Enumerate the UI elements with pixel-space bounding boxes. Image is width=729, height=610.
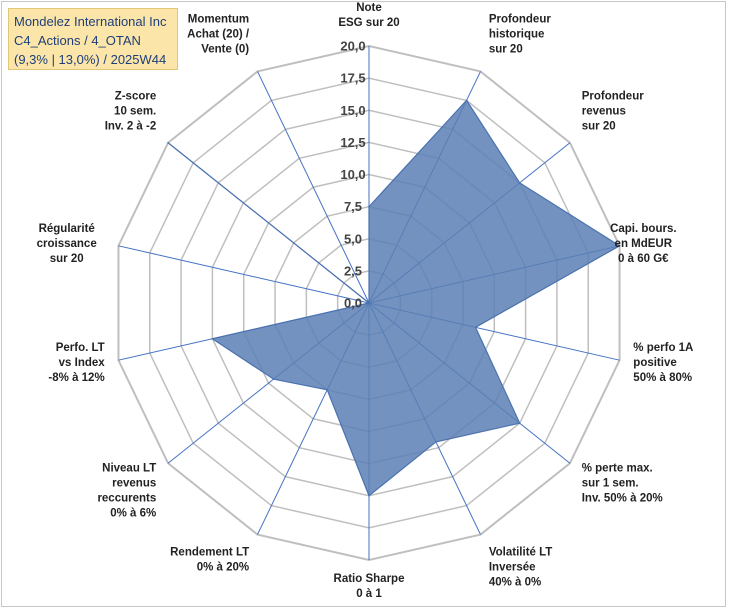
series-point-7: [368, 494, 370, 497]
axis-label-12: Z-score 10 sem. Inv. 2 à -2: [105, 91, 157, 133]
axis-label-1-line-0: Profondeur: [489, 13, 551, 25]
series-point-5: [518, 422, 521, 424]
axis-label-5: % perte max. sur 1 sem. Inv. 50% à 20%: [582, 462, 663, 504]
axis-label-4-line-1: positive: [633, 357, 676, 369]
axis-labels: Note ESG sur 20 Profondeur historique sur 20…: [37, 2, 694, 600]
axis-label-12-line-0: Z-score: [115, 91, 157, 103]
series-point-1: [465, 99, 468, 102]
axis-label-11: Régularité croissance sur 20: [37, 223, 97, 265]
axis-label-4-line-0: % perfo 1A: [633, 342, 693, 354]
axis-label-10-line-0: Perfo. LT: [56, 342, 105, 354]
axis-label-2: Profondeur revenus sur 20: [582, 91, 644, 133]
axis-label-3-line-0: Capi. bours.: [610, 223, 676, 235]
axis-label-8: Rendement LT 0% à 20%: [170, 547, 249, 574]
tick-label-8: 20,0: [340, 39, 365, 54]
axis-label-1-line-2: sur 20: [489, 43, 523, 55]
axis-label-9-line-0: Niveau LT: [102, 462, 156, 474]
tick-label-7: 17,5: [340, 71, 365, 86]
title-box: Mondelez International Inc C4_Actions / …: [8, 8, 178, 70]
axis-label-5-line-2: Inv. 50% à 20%: [582, 492, 663, 504]
axis-label-5-line-0: % perte max.: [582, 462, 653, 474]
axis-label-11-line-2: sur 20: [50, 253, 84, 265]
axis-label-10: Perfo. LT vs Index -8% à 12%: [48, 342, 105, 384]
axis-label-10-line-2: -8% à 12%: [48, 372, 104, 384]
title-line-stats: (9,3% | 13,0%) / 2025W44: [14, 52, 167, 67]
series-point-3: [618, 245, 621, 247]
axis-label-12-line-2: Inv. 2 à -2: [105, 121, 157, 133]
title-line-company: Mondelez International Inc: [14, 14, 167, 29]
axis-label-7-line-0: Ratio Sharpe: [334, 573, 405, 585]
axis-label-3: Capi. bours. en MdEUR 0 à 60 G€: [610, 223, 676, 265]
axis-label-0-line-0: Note: [356, 2, 382, 14]
axis-label-2-line-2: sur 20: [582, 121, 616, 133]
axis-label-10-line-1: vs Index: [59, 357, 106, 369]
axis-label-3-line-2: 0 à 60 G€: [618, 253, 669, 265]
series-point-10: [211, 337, 214, 340]
radar-series: [167, 99, 621, 497]
axis-label-12-line-1: 10 sem.: [114, 106, 156, 118]
axis-label-9: Niveau LT revenus reccurents 0% à 6%: [97, 462, 156, 519]
series-point-12: [167, 141, 169, 144]
axis-label-13-line-1: Achat (20) /: [187, 28, 250, 40]
tick-label-0: 0,0: [344, 296, 362, 311]
title-line-category: C4_Actions / 4_OTAN: [14, 33, 141, 48]
axis-label-0: Note ESG sur 20: [338, 2, 399, 29]
axis-label-2-line-1: revenus: [582, 106, 626, 118]
axis-label-6-line-0: Volatilité LT: [489, 547, 552, 559]
tick-label-5: 12,5: [340, 135, 365, 150]
axis-label-13: Momentum Achat (20) / Vente (0): [187, 13, 250, 55]
axis-label-13-line-2: Vente (0): [201, 43, 249, 55]
axis-label-0-line-1: ESG sur 20: [338, 17, 399, 29]
axis-label-9-line-2: reccurents: [97, 492, 156, 504]
axis-label-7: Ratio Sharpe 0 à 1: [334, 573, 405, 600]
axis-label-6: Volatilité LT Inversée 40% à 0%: [489, 547, 552, 589]
axis-label-8-line-0: Rendement LT: [170, 547, 249, 559]
series-point-13: [368, 302, 370, 304]
tick-label-2: 5,0: [344, 231, 362, 246]
tick-label-6: 15,0: [340, 103, 365, 118]
series-point-4: [474, 326, 477, 329]
series-point-9: [272, 378, 275, 380]
tick-label-1: 2,5: [344, 263, 362, 278]
tick-label-4: 10,0: [340, 167, 365, 182]
axis-label-13-line-0: Momentum: [188, 13, 249, 25]
axis-label-4: % perfo 1A positive 50% à 80%: [633, 342, 693, 384]
axis-label-6-line-2: 40% à 0%: [489, 577, 541, 589]
axis-label-6-line-1: Inversée: [489, 562, 536, 574]
series-point-6: [435, 441, 437, 443]
axis-label-9-line-1: revenus: [112, 477, 156, 489]
axis-label-7-line-1: 0 à 1: [356, 588, 382, 600]
series-point-0: [368, 205, 370, 208]
axis-label-1: Profondeur historique sur 20: [489, 13, 551, 55]
tick-label-3: 7,5: [344, 199, 362, 214]
spoke-11: [118, 245, 370, 304]
spoke-13: [257, 71, 370, 304]
radial-tick-labels: 0,0 2,5 5,0 7,5 10,0 12,5 15,0 17,5 20,0: [340, 39, 365, 311]
axis-label-1-line-1: historique: [489, 28, 545, 40]
axis-label-8-line-1: 0% à 20%: [197, 562, 249, 574]
axis-label-3-line-1: en MdEUR: [615, 238, 673, 250]
series-point-8: [326, 389, 328, 391]
axis-label-4-line-2: 50% à 80%: [633, 372, 692, 384]
axis-label-11-line-0: Régularité: [39, 223, 95, 235]
series-point-2: [518, 182, 521, 184]
axis-label-11-line-1: croissance: [37, 238, 97, 250]
axis-label-9-line-3: 0% à 6%: [110, 507, 156, 519]
axis-label-2-line-0: Profondeur: [582, 91, 644, 103]
axis-label-5-line-1: sur 1 sem.: [582, 477, 639, 489]
